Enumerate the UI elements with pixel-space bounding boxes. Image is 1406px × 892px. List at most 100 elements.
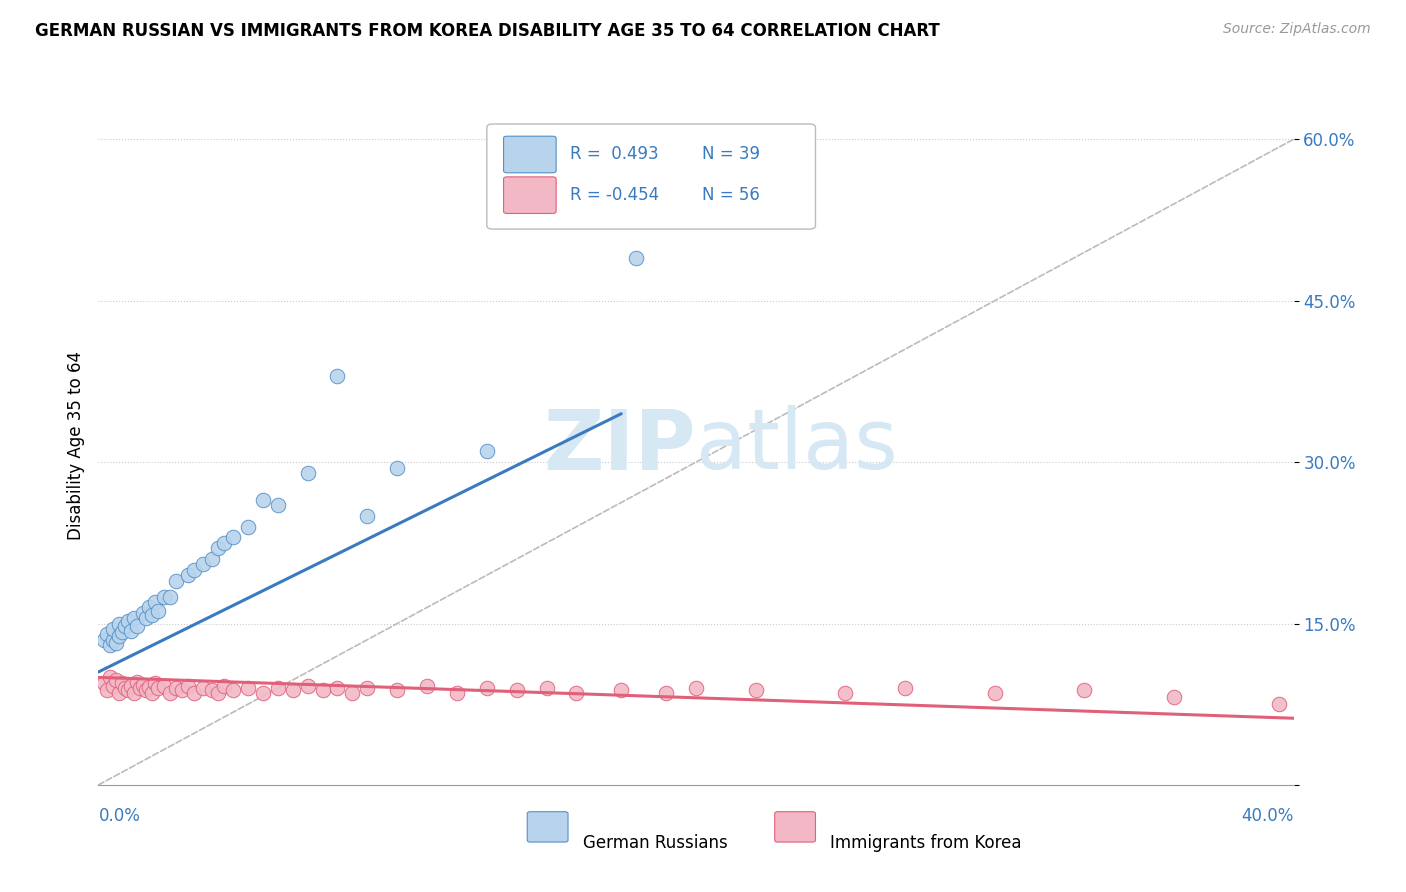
Point <box>1267 698 1289 712</box>
Point <box>96 627 118 641</box>
Point <box>326 681 349 695</box>
Point <box>98 638 122 652</box>
Point <box>114 618 136 632</box>
Point <box>93 675 115 690</box>
Point <box>143 675 166 690</box>
Point <box>141 686 163 700</box>
Text: N = 39: N = 39 <box>702 145 761 163</box>
Point <box>138 600 160 615</box>
Text: GERMAN RUSSIAN VS IMMIGRANTS FROM KOREA DISABILITY AGE 35 TO 64 CORRELATION CHAR: GERMAN RUSSIAN VS IMMIGRANTS FROM KOREA … <box>35 22 939 40</box>
Point <box>132 606 155 620</box>
Text: N = 56: N = 56 <box>702 186 759 204</box>
Point <box>894 681 917 695</box>
Point <box>655 686 678 700</box>
Point <box>342 686 364 700</box>
Point <box>385 683 409 698</box>
Text: R = -0.454: R = -0.454 <box>571 186 659 204</box>
Point <box>201 683 224 698</box>
Point <box>252 492 274 507</box>
Point <box>297 466 319 480</box>
Point <box>191 558 214 572</box>
Point <box>685 681 707 695</box>
Point <box>159 590 181 604</box>
Point <box>153 679 176 693</box>
Point <box>132 678 155 692</box>
Point <box>212 536 235 550</box>
Point <box>103 679 125 693</box>
Point <box>267 498 290 512</box>
Text: Immigrants from Korea: Immigrants from Korea <box>830 834 1021 852</box>
Point <box>165 574 187 588</box>
Point <box>148 604 170 618</box>
Point <box>148 681 170 695</box>
Text: atlas: atlas <box>696 406 897 486</box>
Point <box>127 618 149 632</box>
FancyBboxPatch shape <box>486 124 815 229</box>
Point <box>385 460 409 475</box>
Point <box>153 590 176 604</box>
Point <box>177 679 200 693</box>
Point <box>141 607 163 622</box>
Point <box>356 681 378 695</box>
Point <box>207 686 229 700</box>
Text: Source: ZipAtlas.com: Source: ZipAtlas.com <box>1223 22 1371 37</box>
Point <box>984 686 1007 700</box>
Point <box>117 683 139 698</box>
Point <box>475 681 498 695</box>
Point <box>172 683 194 698</box>
Point <box>834 686 856 700</box>
Text: 40.0%: 40.0% <box>1241 807 1294 825</box>
Point <box>135 683 157 698</box>
Point <box>103 622 125 636</box>
Text: ZIP: ZIP <box>544 406 696 486</box>
Point <box>446 686 468 700</box>
Text: R =  0.493: R = 0.493 <box>571 145 659 163</box>
Text: German Russians: German Russians <box>583 834 728 852</box>
Point <box>111 625 134 640</box>
Point <box>207 541 229 556</box>
Point <box>416 679 439 693</box>
Point <box>311 683 333 698</box>
Point <box>475 444 498 458</box>
Point <box>124 611 146 625</box>
Point <box>297 679 319 693</box>
Point <box>252 686 274 700</box>
Point <box>745 683 768 698</box>
Point <box>610 683 633 698</box>
Point <box>1163 690 1185 704</box>
Point <box>236 681 259 695</box>
Point <box>105 636 128 650</box>
Point <box>1073 683 1095 698</box>
Point <box>506 683 529 698</box>
Point <box>159 686 181 700</box>
Point <box>117 615 139 629</box>
Point <box>105 673 128 687</box>
Y-axis label: Disability Age 35 to 64: Disability Age 35 to 64 <box>66 351 84 541</box>
Point <box>120 679 142 693</box>
Point <box>326 369 349 384</box>
Point <box>222 531 245 545</box>
Point <box>111 675 134 690</box>
Point <box>138 680 160 694</box>
Point <box>536 681 558 695</box>
Point <box>96 683 118 698</box>
Point <box>120 624 142 638</box>
FancyBboxPatch shape <box>503 177 557 213</box>
Point <box>135 611 157 625</box>
Point <box>143 595 166 609</box>
Point <box>108 616 131 631</box>
Point <box>177 568 200 582</box>
Point <box>183 563 205 577</box>
Point <box>222 683 245 698</box>
Point <box>281 683 304 698</box>
Point <box>124 686 146 700</box>
Point <box>93 632 115 647</box>
Text: 0.0%: 0.0% <box>98 807 141 825</box>
Point <box>191 681 214 695</box>
Point <box>127 674 149 689</box>
Point <box>165 681 187 695</box>
Point <box>103 632 125 647</box>
Point <box>236 519 259 533</box>
Point <box>183 686 205 700</box>
Point <box>114 681 136 695</box>
